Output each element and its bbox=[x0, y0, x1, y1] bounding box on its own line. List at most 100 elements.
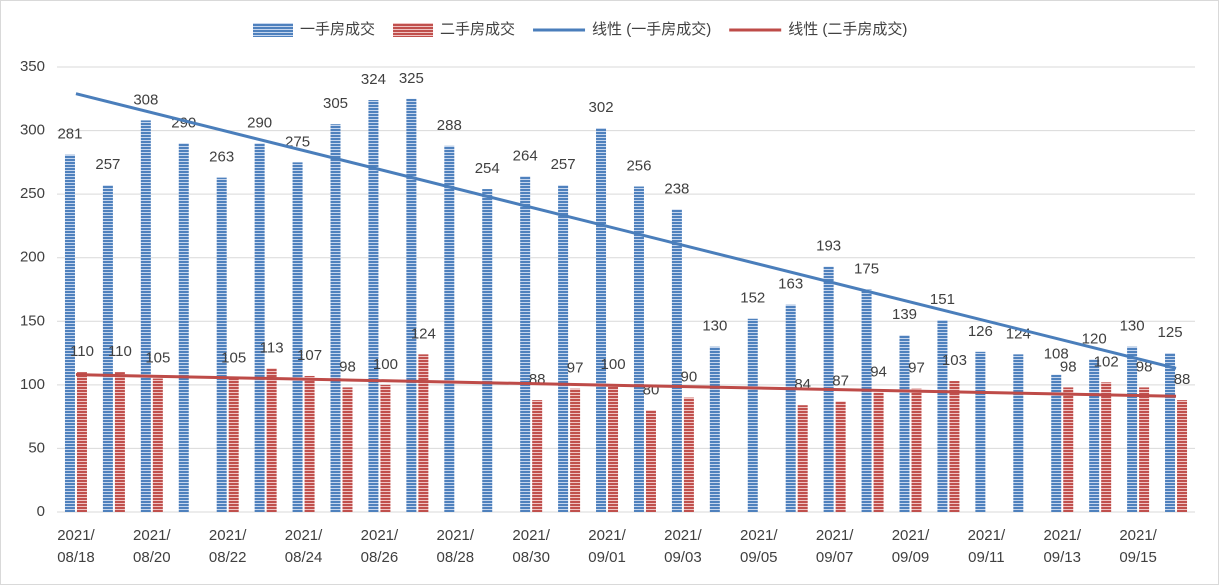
x-tick-label: 2021/09/03 bbox=[664, 527, 702, 566]
bar bbox=[797, 405, 808, 512]
bar bbox=[1127, 346, 1138, 512]
y-tick-label: 0 bbox=[37, 503, 45, 520]
bar bbox=[140, 120, 151, 513]
bar bbox=[1165, 353, 1176, 512]
data-label: 110 bbox=[108, 343, 132, 360]
y-tick-label: 250 bbox=[20, 185, 45, 202]
bar bbox=[76, 372, 87, 512]
bar bbox=[861, 289, 872, 512]
legend-label: 一手房成交 bbox=[300, 20, 375, 38]
y-tick-label: 100 bbox=[20, 376, 45, 393]
bar bbox=[292, 162, 303, 512]
bar bbox=[911, 388, 922, 512]
bar bbox=[835, 401, 846, 512]
bar bbox=[709, 346, 720, 512]
bar bbox=[64, 154, 75, 512]
bar bbox=[949, 381, 960, 512]
legend-label: 线性 (二手房成交) bbox=[788, 20, 907, 38]
x-tick-label: 2021/09/05 bbox=[740, 527, 778, 566]
trendline bbox=[75, 373, 1177, 398]
x-tick-label: 2021/09/11 bbox=[968, 527, 1006, 566]
bar bbox=[1013, 354, 1024, 512]
bar bbox=[254, 143, 265, 513]
bar bbox=[520, 176, 531, 513]
bar bbox=[683, 397, 694, 512]
data-label: 130 bbox=[1120, 318, 1145, 335]
data-label: 193 bbox=[816, 238, 841, 255]
x-tick-label: 2021/09/01 bbox=[588, 527, 626, 566]
data-label: 139 bbox=[892, 306, 917, 323]
data-label: 254 bbox=[475, 160, 500, 177]
data-label: 87 bbox=[832, 372, 849, 389]
trendline bbox=[75, 92, 1177, 370]
bar bbox=[570, 388, 581, 512]
bar bbox=[975, 351, 986, 512]
data-label: 100 bbox=[373, 356, 398, 373]
data-label: 107 bbox=[297, 347, 322, 364]
bar bbox=[1139, 387, 1150, 512]
bar bbox=[633, 186, 644, 512]
data-label: 84 bbox=[794, 376, 811, 393]
data-label: 90 bbox=[681, 369, 698, 386]
bar bbox=[1177, 400, 1188, 512]
data-label: 256 bbox=[626, 157, 651, 174]
bar bbox=[747, 318, 758, 512]
bar bbox=[937, 320, 948, 512]
data-label: 175 bbox=[854, 260, 879, 277]
legend-swatch bbox=[393, 23, 434, 37]
data-label: 163 bbox=[778, 276, 803, 293]
legend-swatch bbox=[253, 23, 293, 37]
bar bbox=[532, 400, 543, 512]
bar bbox=[1063, 387, 1074, 512]
data-label: 108 bbox=[1044, 346, 1069, 363]
data-label: 238 bbox=[664, 180, 689, 197]
data-label: 110 bbox=[70, 343, 94, 360]
y-tick-label: 350 bbox=[20, 58, 45, 75]
bar bbox=[406, 98, 417, 513]
data-label: 98 bbox=[1060, 358, 1077, 375]
bar bbox=[482, 189, 493, 513]
y-tick-label: 200 bbox=[20, 249, 45, 266]
data-label: 88 bbox=[529, 371, 546, 388]
bar bbox=[342, 387, 353, 512]
bar bbox=[380, 384, 391, 512]
data-label: 100 bbox=[601, 356, 626, 373]
x-tick-label: 2021/08/20 bbox=[133, 527, 171, 566]
data-label: 308 bbox=[133, 91, 158, 108]
bar bbox=[216, 177, 227, 512]
bar bbox=[608, 384, 619, 512]
data-label: 302 bbox=[589, 99, 614, 116]
x-tick-label: 2021/08/30 bbox=[512, 527, 550, 566]
data-label: 125 bbox=[1158, 324, 1183, 341]
bar bbox=[1051, 374, 1062, 512]
data-label: 325 bbox=[399, 70, 424, 87]
data-label: 257 bbox=[95, 156, 120, 173]
x-tick-label: 2021/09/07 bbox=[816, 527, 854, 566]
data-label: 263 bbox=[209, 149, 234, 166]
y-tick-label: 300 bbox=[20, 122, 45, 139]
bar bbox=[152, 378, 163, 512]
data-label: 120 bbox=[1082, 330, 1107, 347]
bar bbox=[1101, 382, 1112, 512]
data-label: 305 bbox=[323, 95, 348, 112]
data-label: 80 bbox=[643, 381, 660, 398]
data-label: 94 bbox=[870, 363, 887, 380]
x-tick-label: 2021/09/09 bbox=[892, 527, 930, 566]
data-label: 290 bbox=[247, 114, 272, 131]
data-label: 281 bbox=[57, 126, 82, 143]
data-label: 152 bbox=[740, 290, 765, 307]
bar bbox=[596, 128, 607, 512]
data-label: 151 bbox=[930, 291, 955, 308]
x-tick-label: 2021/08/26 bbox=[361, 527, 399, 566]
data-label: 105 bbox=[221, 349, 246, 366]
bar bbox=[873, 392, 884, 512]
bar bbox=[114, 372, 125, 512]
data-label: 124 bbox=[411, 325, 436, 342]
data-label: 102 bbox=[1094, 353, 1119, 370]
x-tick-label: 2021/08/18 bbox=[57, 527, 95, 566]
bar bbox=[102, 185, 113, 512]
data-label: 257 bbox=[551, 156, 576, 173]
bar bbox=[304, 375, 315, 512]
data-label: 264 bbox=[513, 147, 538, 164]
bar bbox=[444, 145, 455, 513]
